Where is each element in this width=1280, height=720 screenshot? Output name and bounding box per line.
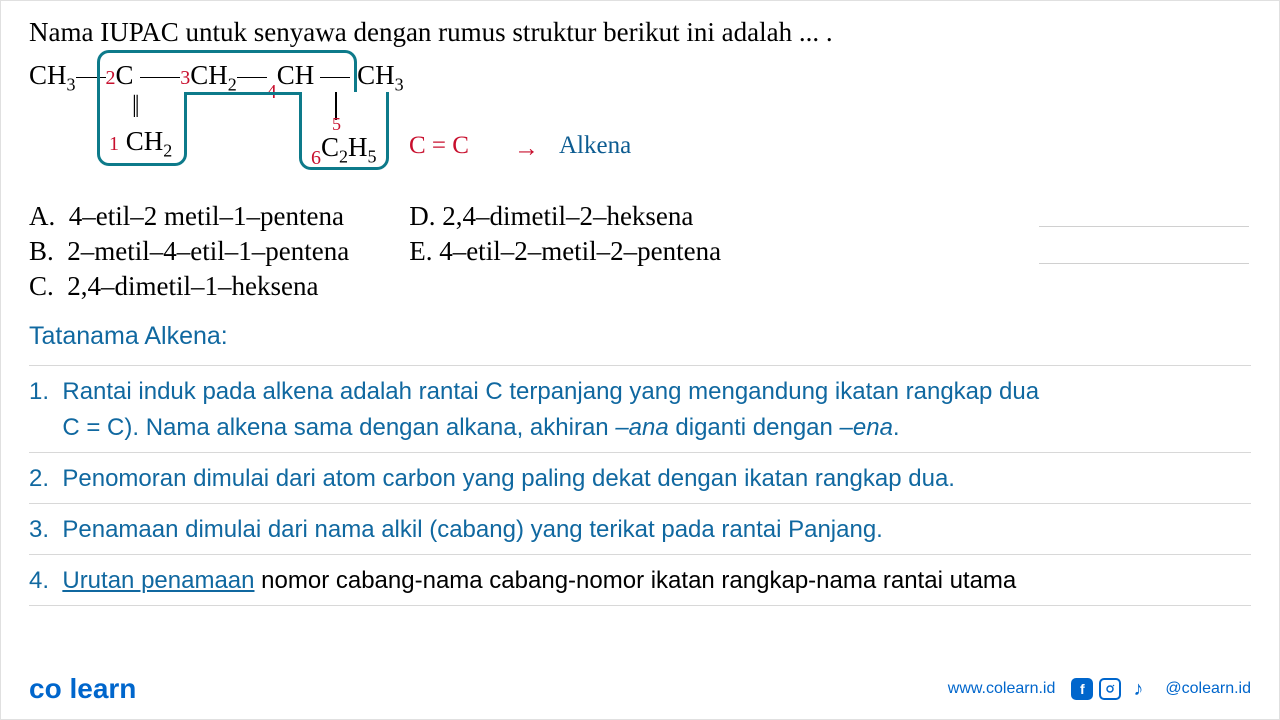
cc-annotation: C = C <box>409 132 469 160</box>
option-d: D. 2,4–dimetil–2–heksena <box>409 201 721 232</box>
footer-right: www.colearn.id f ♪ @colearn.id <box>948 678 1251 700</box>
blue-box-top <box>97 50 357 92</box>
options-right: D. 2,4–dimetil–2–heksena E. 4–etil–2–met… <box>409 201 721 302</box>
social-icons: f ♪ <box>1071 678 1149 700</box>
alkena-label: Alkena <box>559 132 631 160</box>
exp-item-1: 1. Rantai induk pada alkena adalah ranta… <box>29 365 1251 452</box>
brand-logo: co learn <box>29 673 136 705</box>
footer-handle: @colearn.id <box>1165 680 1251 698</box>
facebook-icon: f <box>1071 678 1093 700</box>
instagram-icon <box>1099 678 1121 700</box>
tiktok-icon: ♪ <box>1127 678 1149 700</box>
footer: co learn www.colearn.id f ♪ @colearn.id <box>29 673 1251 705</box>
chemical-structure: CH32C 3CH24CH CH3 || 1 CH2 5 6C2H5 C = C… <box>29 56 1251 191</box>
blue-box-right <box>299 92 389 170</box>
option-a: A. 4–etil–2 metil–1–pentena <box>29 201 349 232</box>
explanation: Tatanama Alkena: 1. Rantai induk pada al… <box>29 322 1251 606</box>
options-left: A. 4–etil–2 metil–1–pentena B. 2–metil–4… <box>29 201 349 302</box>
exp-item-4: 4. Urutan penamaan nomor cabang-nama cab… <box>29 554 1251 606</box>
blue-connector <box>184 92 302 95</box>
option-e: E. 4–etil–2–metil–2–pentena <box>409 236 721 267</box>
explanation-title: Tatanama Alkena: <box>29 322 1251 355</box>
blue-box-left <box>97 92 187 166</box>
question-text: Nama IUPAC untuk senyawa dengan rumus st… <box>29 17 1251 48</box>
option-b: B. 2–metil–4–etil–1–pentena <box>29 236 349 267</box>
exp-item-3: 3. Penamaan dimulai dari nama alkil (cab… <box>29 503 1251 554</box>
footer-url: www.colearn.id <box>948 680 1056 698</box>
arrow-icon: → <box>514 134 539 163</box>
exp-item-2: 2. Penomoran dimulai dari atom carbon ya… <box>29 452 1251 503</box>
option-c: C. 2,4–dimetil–1–heksena <box>29 271 349 302</box>
decorative-lines <box>1039 226 1249 300</box>
